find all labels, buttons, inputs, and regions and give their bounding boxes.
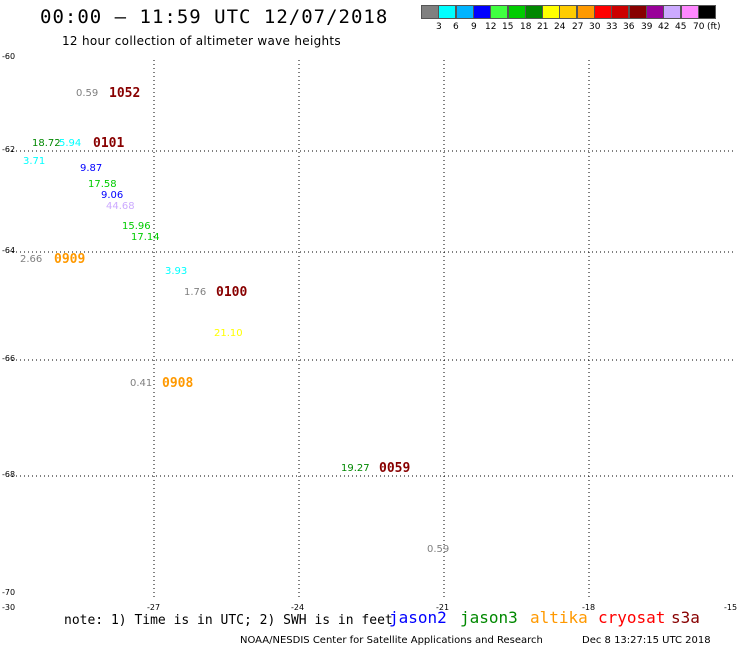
swh-observation: 44.68 (106, 201, 135, 212)
legend-swatch (698, 5, 716, 19)
lon-label: -18 (582, 603, 596, 612)
page-title: 00:00 – 11:59 UTC 12/07/2018 (40, 6, 389, 28)
legend-label: 9 (471, 22, 477, 32)
page-subtitle: 12 hour collection of altimeter wave hei… (62, 34, 341, 48)
lat-label: -68 (2, 470, 16, 479)
swh-observation: 1.76 (184, 287, 207, 298)
legend-label: 39 (641, 22, 653, 32)
lat-label: -60 (2, 52, 16, 61)
legend-swatch (438, 5, 456, 19)
swh-observation: 3.93 (165, 266, 188, 277)
lat-label: -64 (2, 246, 16, 255)
legend-label: 21 (537, 22, 549, 32)
legend-label: 12 (485, 22, 497, 32)
legend-label: 30 (589, 22, 601, 32)
satellite-label-cryosat: cryosat (598, 608, 666, 627)
legend-label: 18 (520, 22, 532, 32)
lat-label: -70 (2, 588, 16, 597)
legend-swatch (559, 5, 577, 19)
legend-swatch (490, 5, 508, 19)
lon-label: -27 (147, 603, 161, 612)
swh-observation: 17.14 (131, 232, 160, 243)
legend-swatch (611, 5, 629, 19)
lon-label: -15 (724, 603, 738, 612)
legend-label: 33 (606, 22, 618, 32)
swh-observation: 18.72 (32, 138, 61, 149)
swh-observation: 3.71 (23, 156, 46, 167)
legend-label: 70 (693, 22, 705, 32)
legend-label: 36 (623, 22, 635, 32)
pass-time-label: 0908 (162, 376, 194, 391)
pass-time-label: 0100 (216, 285, 248, 300)
generated-timestamp: Dec 8 13:27:15 UTC 2018 (582, 635, 711, 646)
satellite-label-jason3: jason3 (460, 608, 518, 627)
legend-label: 27 (572, 22, 584, 32)
legend-swatch (663, 5, 681, 19)
swh-observation: 15.96 (122, 221, 151, 232)
swh-observation: 17.58 (88, 179, 117, 190)
lon-label: -21 (436, 603, 450, 612)
legend-unit: (ft) (707, 22, 721, 32)
legend-label: 45 (675, 22, 687, 32)
legend-label: 24 (554, 22, 566, 32)
legend-label: 15 (502, 22, 514, 32)
lon-label: -30 (2, 603, 16, 612)
lat-label: -66 (2, 354, 16, 363)
swh-observation: 0.41 (130, 378, 153, 389)
swh-observation: 21.10 (214, 328, 243, 339)
satellite-label-s3a: s3a (671, 608, 700, 627)
satellite-label-altika: altika (530, 608, 588, 627)
swh-observation: 19.27 (341, 463, 370, 474)
credit-line: NOAA/NESDIS Center for Satellite Applica… (240, 635, 543, 646)
legend-label: 42 (658, 22, 670, 32)
pass-time-label: 0101 (93, 136, 125, 151)
swh-observation: 9.87 (80, 163, 103, 174)
legend-label: 6 (453, 22, 459, 32)
swh-observation: 0.59 (76, 88, 99, 99)
swh-observation: 9.06 (101, 190, 124, 201)
lat-label: -62 (2, 145, 16, 154)
satellite-label-jason2: jason2 (389, 608, 447, 627)
footer-note: note: 1) Time is in UTC; 2) SWH is in fe… (64, 613, 393, 628)
pass-time-label: 1052 (109, 86, 141, 101)
swh-observation: 0.59 (427, 544, 450, 555)
swh-observation: 2.66 (20, 254, 43, 265)
lon-label: -24 (291, 603, 305, 612)
pass-time-label: 0059 (379, 461, 411, 476)
swh-observation: 5.94 (59, 138, 82, 149)
pass-time-label: 0909 (54, 252, 86, 267)
legend-label: 3 (436, 22, 442, 32)
